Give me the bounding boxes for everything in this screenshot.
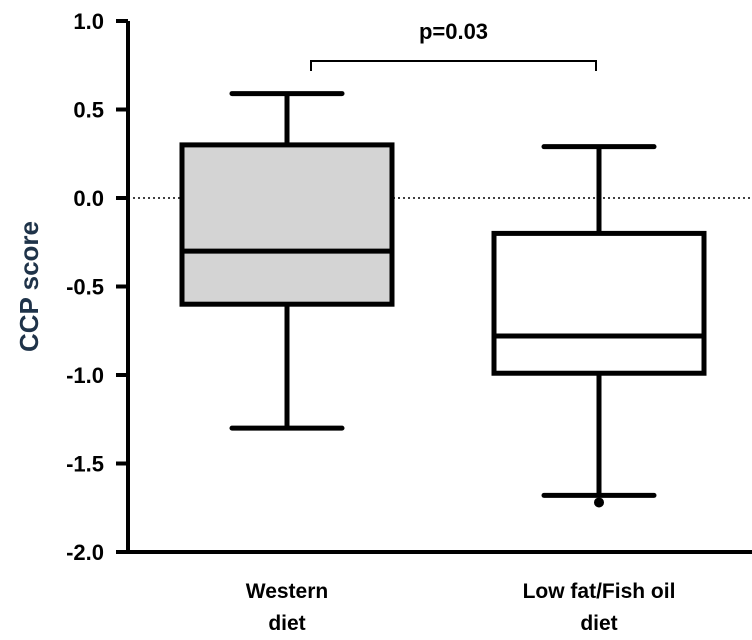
category-label-0-line2: diet bbox=[268, 612, 305, 635]
y-tick-label-5: -1.5 bbox=[66, 452, 104, 477]
category-label-0-line1: Western bbox=[246, 580, 328, 603]
category-label-1-line2: diet bbox=[580, 612, 617, 635]
y-tick-label-0: 1.0 bbox=[73, 9, 104, 34]
y-tick-label-2: 0.0 bbox=[73, 186, 104, 211]
y-tick-label-1: 0.5 bbox=[73, 98, 104, 123]
category-label-1-line1: Low fat/Fish oil bbox=[523, 580, 676, 603]
box-1 bbox=[491, 230, 707, 376]
p-value-label: p=0.03 bbox=[419, 19, 488, 44]
y-tick-label-4: -1.0 bbox=[66, 363, 104, 388]
box-layer bbox=[179, 91, 707, 508]
significance-bracket bbox=[310, 60, 597, 71]
y-tick-label-3: -0.5 bbox=[66, 275, 104, 300]
outlier-1-0 bbox=[594, 497, 604, 508]
y-tick-label-6: -2.0 bbox=[66, 540, 104, 565]
label-layer: 1.0 0.5 0.0 -0.5 -1.0 -1.5 -2.0 CCP score Wester… bbox=[14, 9, 675, 635]
y-axis-label: CCP score bbox=[14, 221, 44, 352]
box-0 bbox=[179, 142, 395, 307]
axis-layer bbox=[116, 19, 752, 554]
